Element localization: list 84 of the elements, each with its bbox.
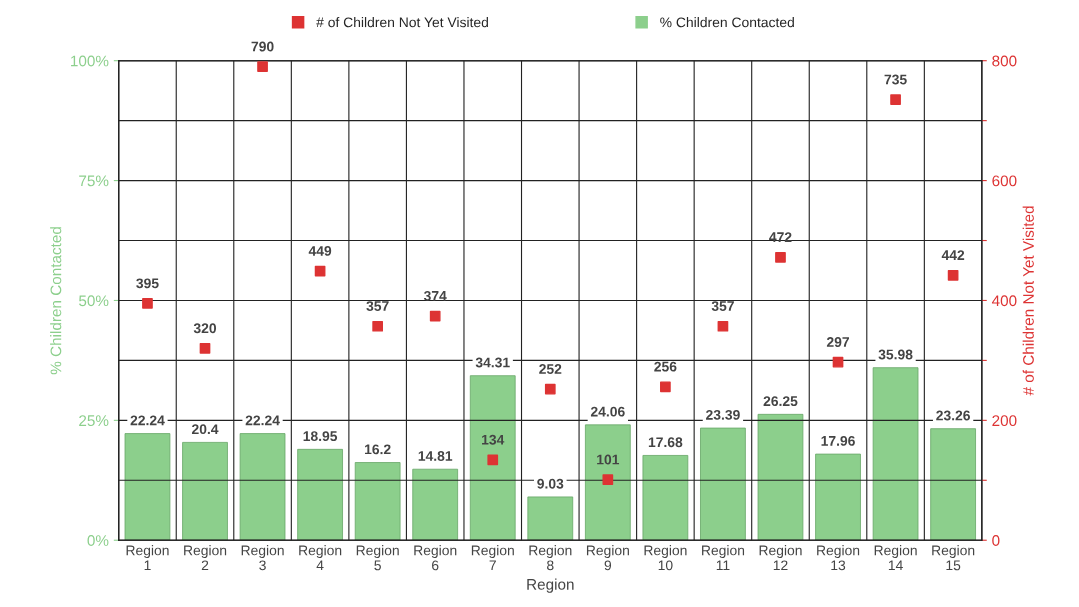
data-label: 357 [711,301,734,312]
point [372,320,384,332]
y2-tick-label: 0 [992,535,1000,546]
bar [700,427,746,541]
data-label: 101 [597,454,620,465]
data-label: 20.4 [191,424,219,435]
y2-tick-label: 200 [992,415,1017,427]
y2-tick-label: 800 [992,55,1017,67]
y-tick-label: 50% [79,295,109,307]
data-label: 472 [769,232,792,242]
data-label: 252 [539,364,562,374]
data-label: 22.24 [245,415,280,426]
x-tick-label: Region 6 [414,545,457,571]
x-tick-label: Region 15 [932,545,975,571]
data-label: 17.96 [821,435,855,446]
x-tick-label: Region 3 [241,545,284,571]
bar [584,424,631,541]
y-tick-label: 0% [87,535,109,546]
data-label: 395 [136,278,159,289]
point [832,356,844,368]
point [775,251,786,263]
y2-tick-label: 400 [991,295,1017,307]
data-label: 16.2 [365,444,391,455]
y2-tick-label: 600 [992,175,1017,187]
bar [354,462,401,541]
x-tick-label: Region 1 [126,545,169,571]
data-label: 22.24 [130,415,165,426]
data-label: 23.26 [936,410,970,421]
data-label: 374 [423,290,447,301]
data-label: 442 [941,250,965,260]
bar [872,367,919,541]
point [660,381,671,393]
legend-label: % Children Contacted [660,17,794,28]
point [429,310,441,322]
data-label: 790 [251,41,274,52]
legend-label: # of Children Not Yet Visited [316,17,488,28]
x-tick-label: Region 14 [874,545,917,571]
point [257,61,268,73]
data-label: 18.95 [303,431,338,442]
data-label: 14.81 [418,451,453,461]
data-label: 256 [654,361,677,372]
x-tick-label: Region 5 [356,545,399,571]
x-tick-label: Region 12 [759,545,802,571]
point [717,320,729,332]
bar [527,496,574,541]
data-label: 35.98 [878,349,913,360]
bar [642,455,689,541]
point [487,454,499,466]
bar [930,428,976,541]
x-tick-label: Region 7 [471,545,514,571]
x-tick-label: Region 13 [817,545,860,571]
x-tick-label: Region 11 [702,545,745,571]
y-tick-label: 100% [71,55,109,67]
x-tick-label: Region 2 [184,545,227,571]
data-label: 297 [826,337,849,347]
data-label: 17.68 [648,437,683,448]
data-label: 23.39 [706,409,740,420]
point [602,474,614,486]
point [199,343,211,354]
y-tick-label: 75% [79,175,109,187]
bar [239,433,286,541]
point [142,298,153,309]
y2-axis-title: # of Children Not Yet Visited [1022,206,1034,396]
data-label: 24.06 [590,406,625,417]
point [947,269,959,281]
data-label: 320 [193,323,217,334]
x-tick-label: Region 9 [586,545,629,571]
data-label: 357 [366,301,389,312]
data-label: 449 [308,246,332,256]
point [890,94,901,106]
y-tick-label: 25% [79,415,109,427]
bar [469,375,516,541]
y-axis-title: % Children Contacted [50,227,62,375]
x-tick-label: Region 10 [644,545,687,571]
data-label: 34.31 [475,357,510,368]
x-tick-label: Region 8 [529,545,572,571]
bar [124,433,171,541]
x-tick-label: Region 4 [299,545,342,571]
data-label: 26.25 [763,396,798,407]
x-axis-title: Region [527,578,574,593]
data-label: 735 [884,74,907,85]
data-label: 9.03 [537,478,564,489]
point [544,383,556,395]
data-label: 134 [482,434,505,445]
